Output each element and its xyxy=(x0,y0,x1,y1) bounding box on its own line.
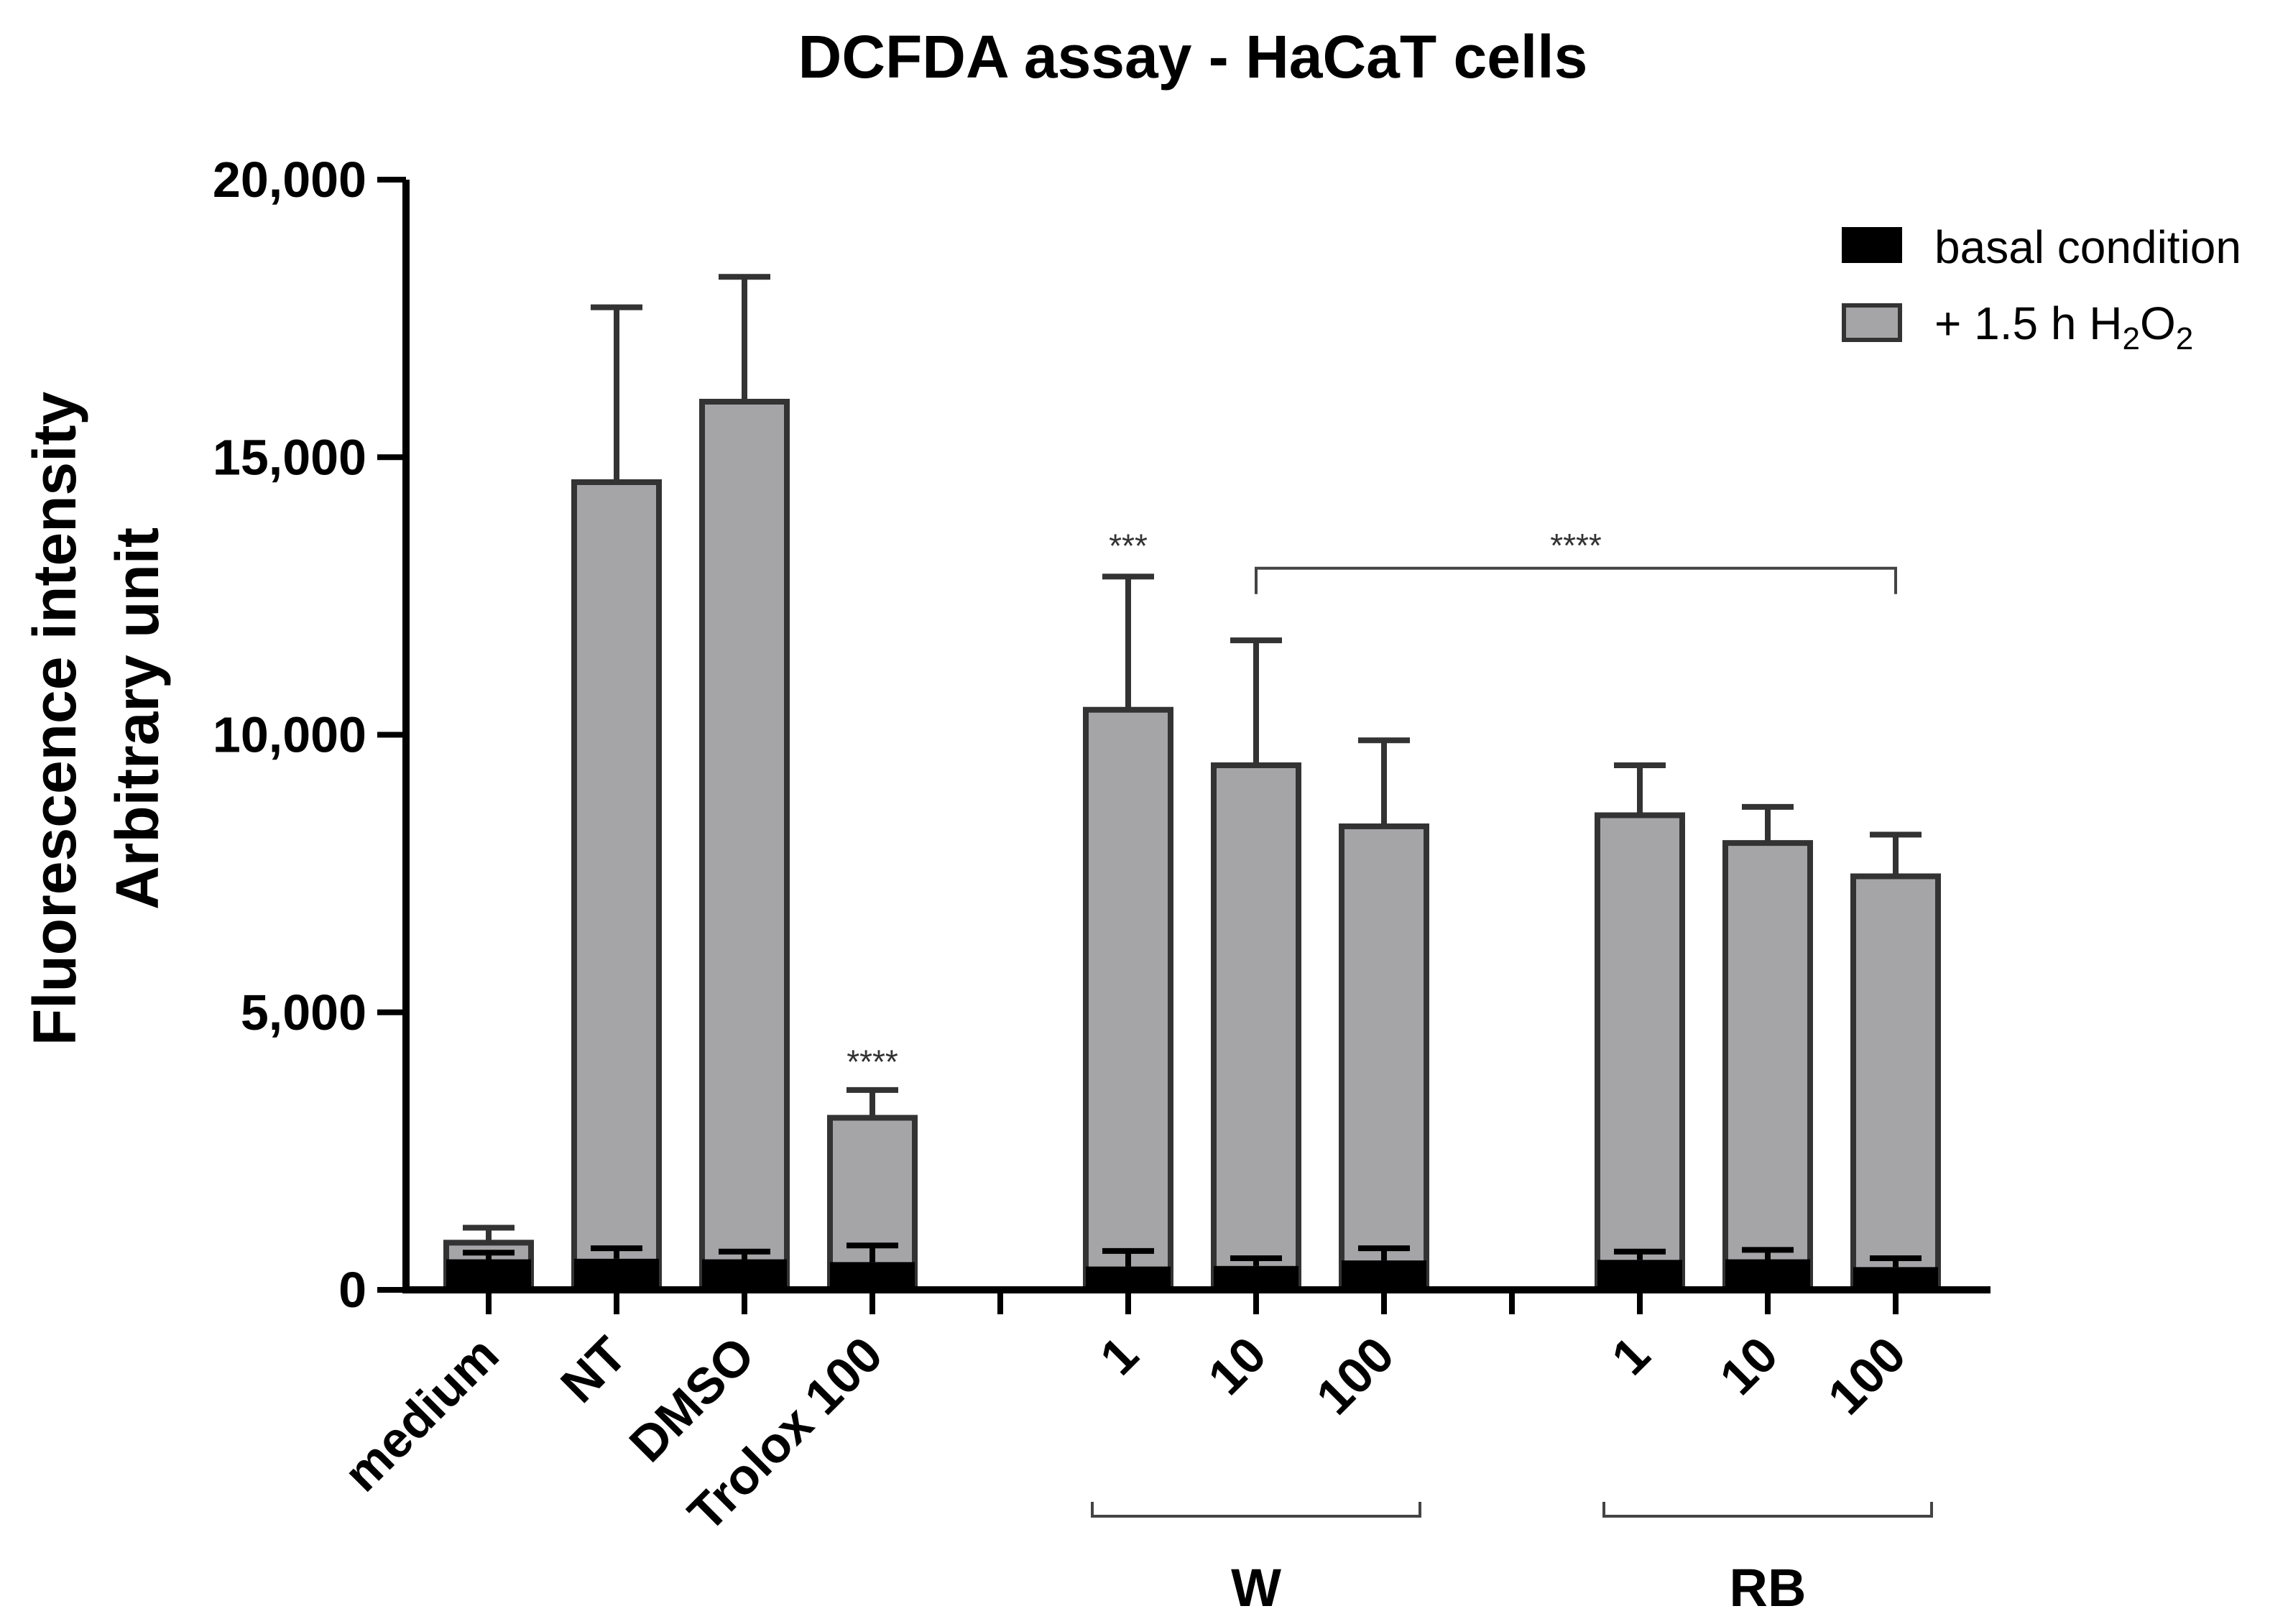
x-tick-label: medium xyxy=(333,1326,509,1502)
group-bracket xyxy=(1602,1502,1933,1518)
bar-h2o2 xyxy=(1083,706,1173,1293)
y-tick-label: 10,000 xyxy=(213,707,366,763)
legend-label-basal: basal condition xyxy=(1934,221,2241,273)
group-label: W xyxy=(1231,1558,1281,1618)
bar-h2o2 xyxy=(1722,840,1813,1293)
bar-h2o2 xyxy=(699,399,790,1293)
bar-basal xyxy=(1725,1259,1810,1290)
x-tick-label: 1 xyxy=(1601,1326,1661,1385)
bar-basal xyxy=(1342,1260,1426,1290)
group-bracket xyxy=(1091,1502,1421,1518)
axes-layer xyxy=(402,180,1991,1293)
legend-h2o2-sub1: 2 xyxy=(2123,321,2140,356)
x-tick-label: 100 xyxy=(1306,1326,1405,1425)
bar-h2o2 xyxy=(1850,873,1941,1293)
y-tick-label: 5,000 xyxy=(241,984,366,1041)
bar-basal xyxy=(574,1258,659,1290)
x-tick-label: 10 xyxy=(1197,1326,1276,1405)
legend-label-h2o2: + 1.5 h H2O2 xyxy=(1934,297,2193,356)
significance-label: *** xyxy=(1109,527,1148,564)
chart-title: DCFDA assay - HaCaT cells xyxy=(798,23,1588,91)
bar-basal xyxy=(446,1259,531,1290)
bar-h2o2 xyxy=(1211,762,1301,1293)
y-axis-title-line2: Arbitrary unit xyxy=(103,527,171,910)
legend-h2o2-mid: O xyxy=(2140,297,2176,349)
bar-h2o2 xyxy=(1339,823,1429,1293)
significance-label: **** xyxy=(847,1043,898,1081)
y-axis-title-line1: Fluorescence intensity xyxy=(21,392,88,1046)
legend-h2o2-sub2: 2 xyxy=(2176,321,2193,356)
bar-basal xyxy=(702,1259,787,1290)
legend: basal condition + 1.5 h H2O2 xyxy=(1842,221,2241,356)
bar-h2o2 xyxy=(1595,812,1685,1293)
group-label: RB xyxy=(1730,1558,1807,1618)
bars-layer xyxy=(443,274,1941,1293)
bar-basal xyxy=(1597,1260,1682,1290)
group-brackets: W RB xyxy=(1091,1502,1933,1618)
significance-label: **** xyxy=(1550,527,1602,564)
y-tick-label: 15,000 xyxy=(213,429,366,485)
bar-basal xyxy=(1086,1266,1171,1290)
bar-basal xyxy=(1214,1265,1298,1290)
legend-swatch-h2o2 xyxy=(1842,303,1902,342)
legend-swatch-basal xyxy=(1842,227,1902,263)
x-tick-label: 10 xyxy=(1709,1326,1788,1405)
legend-h2o2-prefix: + 1.5 h H xyxy=(1934,297,2123,349)
annotations-layer: ******* **** xyxy=(847,527,1897,1081)
x-tick-label: 100 xyxy=(1817,1326,1916,1425)
x-tick-label: 1 xyxy=(1089,1326,1149,1385)
bar-basal xyxy=(1853,1267,1938,1290)
y-tick-label: 20,000 xyxy=(213,152,366,208)
y-axis-ticks: 0 5,000 10,000 15,000 20,000 xyxy=(213,152,406,1318)
y-tick-label: 0 xyxy=(338,1262,366,1318)
significance-bracket xyxy=(1255,566,1897,594)
bar-basal xyxy=(830,1262,915,1290)
x-tick-label: NT xyxy=(550,1326,637,1413)
bar-h2o2 xyxy=(571,479,662,1293)
